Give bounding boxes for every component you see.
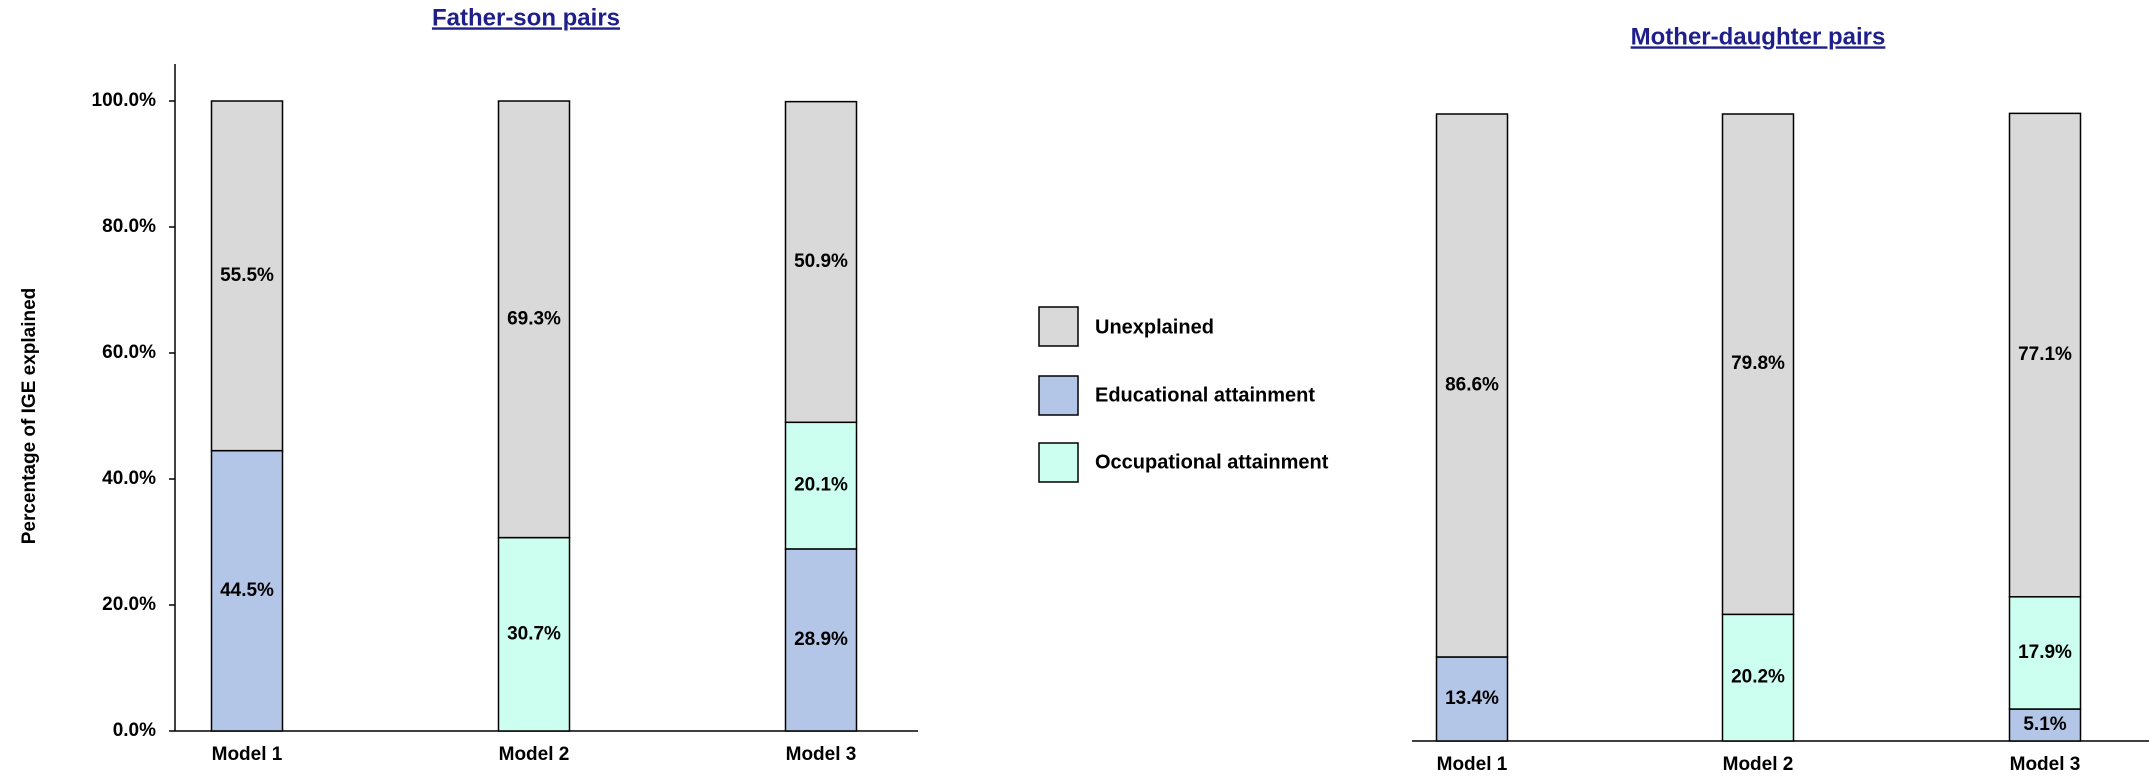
y-tick-label: 40.0% [102,468,156,489]
y-tick-label: 80.0% [102,216,156,237]
data-label: 13.4% [1445,688,1499,709]
legend-label: Unexplained [1095,316,1214,338]
data-label: 50.9% [794,251,848,272]
data-label: 28.9% [794,629,848,650]
bar-segment [1435,656,1509,742]
legend-swatch [1038,442,1079,483]
chart-title: Mother-daughter pairs [1631,23,1886,50]
bar-segment [1721,613,1795,742]
bar-segment [2008,708,2082,742]
y-tick-label: 100.0% [92,90,157,111]
data-label: 77.1% [2018,344,2072,365]
bar-segment [784,100,858,424]
data-label: 69.3% [507,308,561,329]
bar-segment [1435,113,1509,658]
y-tick-label: 20.0% [102,594,156,615]
x-tick-label: Model 3 [2010,754,2081,775]
bar-segment [497,100,571,539]
x-tick-label: Model 2 [1723,754,1794,775]
bar-segment [210,100,284,452]
data-label: 86.6% [1445,375,1499,396]
legend-swatch [1038,306,1079,347]
data-label: 5.1% [2023,714,2066,735]
legend: Unexplained Educational attainment Occup… [1038,306,1329,483]
data-label: 20.2% [1731,667,1785,688]
data-label: 44.5% [220,580,274,601]
y-tick-label: 60.0% [102,342,156,363]
data-label: 55.5% [220,265,274,286]
chart-title: Father-son pairs [432,4,620,31]
data-label: 79.8% [1731,353,1785,374]
x-tick-label: Model 1 [1437,754,1508,775]
bar-segment [210,449,284,732]
bar-segment [497,536,571,732]
x-tick-label: Model 3 [786,744,857,765]
y-axis-label: Percentage of IGE explained [19,288,40,545]
bar-segment [784,548,858,732]
x-tick-label: Model 1 [212,744,283,765]
bar-segment [1721,113,1795,616]
legend-swatch [1038,375,1079,416]
x-tick-label: Model 2 [499,744,570,765]
data-label: 30.7% [507,623,561,644]
data-label: 20.1% [794,475,848,496]
legend-label: Educational attainment [1095,384,1315,406]
data-label: 17.9% [2018,642,2072,663]
y-tick-label: 0.0% [113,720,156,741]
bar-segment [2008,112,2082,598]
legend-label: Occupational attainment [1095,451,1329,473]
